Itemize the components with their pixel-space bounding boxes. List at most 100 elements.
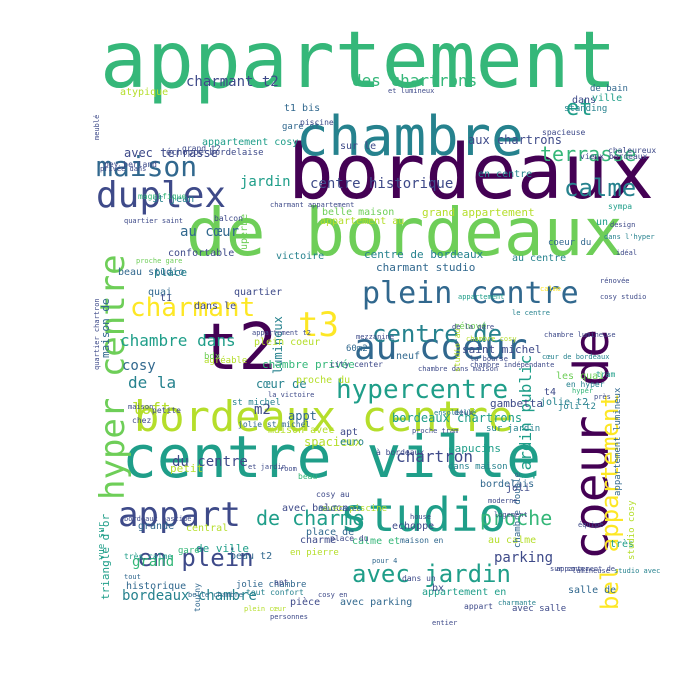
word-cloud-term: chez	[132, 416, 152, 426]
word-cloud-term: confortable	[168, 247, 235, 259]
word-cloud-term: avec terrasse	[124, 146, 218, 161]
word-cloud-term: magnifique	[138, 192, 187, 202]
word-cloud-term: terrasse	[540, 141, 637, 166]
word-cloud-term: cosy au	[316, 490, 350, 500]
word-cloud-term: studio au	[453, 328, 462, 372]
word-cloud-term: deux	[454, 408, 474, 418]
word-cloud-term: appartement en	[422, 586, 507, 598]
word-cloud-term: jolie st michel	[238, 420, 311, 430]
word-cloud-term: grand appartement	[422, 205, 535, 219]
word-cloud-term: chartron	[396, 446, 474, 466]
word-cloud-term: victoire	[276, 250, 325, 262]
word-cloud-term: grande	[138, 520, 175, 532]
word-cloud-term: pour 4	[372, 557, 398, 566]
word-cloud-term: spacieuse	[542, 128, 586, 138]
word-cloud-term: maison en	[400, 536, 444, 546]
word-cloud-term: et jardin	[248, 463, 286, 472]
word-cloud-term: apt	[340, 426, 359, 438]
word-cloud-term: dans un	[402, 574, 436, 584]
word-cloud-term: la bourse	[470, 355, 508, 364]
word-cloud-term: cosy en	[318, 591, 348, 600]
word-cloud-term: beau studio	[118, 266, 185, 278]
word-cloud-term: échoppe bordelaise	[166, 147, 264, 158]
word-cloud-term: salle de	[568, 584, 617, 596]
word-cloud-term: cosy studio	[600, 293, 647, 302]
word-cloud-term: de bain	[590, 83, 628, 94]
word-cloud-term: appartement	[458, 293, 505, 302]
word-cloud-term: grand	[132, 553, 175, 570]
word-cloud-term: plein coeur	[254, 336, 321, 348]
word-cloud-term: jardin	[240, 173, 291, 190]
word-cloud-term: jolie chambre	[236, 579, 307, 590]
word-cloud-term: et	[566, 95, 593, 121]
word-cloud-term: t4	[544, 386, 557, 398]
word-cloud-term: sur jardin	[486, 423, 541, 434]
word-cloud-term: bordeaux chartrons	[392, 411, 523, 426]
word-cloud-term: calme	[540, 285, 562, 294]
word-cloud-term: maison	[128, 403, 154, 412]
word-cloud-term: maison avec	[268, 424, 335, 436]
word-cloud-term: cœur de bordeaux	[542, 353, 610, 362]
word-cloud-term: pièce	[290, 596, 321, 608]
word-cloud-term: house	[410, 513, 432, 522]
word-cloud-term: place	[154, 265, 188, 279]
word-cloud-term: apt	[274, 578, 289, 588]
word-cloud-term: aux chartrons	[468, 133, 562, 148]
word-cloud-term: central	[186, 522, 229, 534]
word-cloud-term: sympa	[608, 202, 633, 212]
word-cloud-term: à bordeaux	[376, 448, 425, 458]
word-cloud-term: quartier chartron	[93, 298, 101, 370]
word-cloud-term: entier	[432, 619, 458, 628]
word-cloud-term: grand t2	[182, 144, 221, 154]
word-cloud-term: quai	[148, 286, 173, 298]
word-cloud-term: charmant t2	[186, 73, 279, 90]
word-cloud-term: dans le	[194, 300, 237, 312]
word-cloud-term: bordeaux chambre	[122, 587, 257, 604]
word-cloud-term: tourny	[193, 583, 202, 612]
word-cloud-term: bordeaux	[288, 126, 655, 216]
word-cloud-term: studio cosy	[627, 500, 637, 560]
word-cloud-term: atypique	[120, 86, 169, 98]
word-cloud-term: spacieux	[304, 435, 362, 450]
word-cloud-term: de ville	[196, 541, 249, 555]
word-cloud-term: coeur du	[548, 237, 592, 248]
word-cloud-term: ensoleillé	[434, 409, 477, 418]
word-cloud-term: jolie t2	[540, 396, 589, 408]
word-cloud-term: de la	[128, 372, 177, 392]
word-cloud-term: en hyper	[566, 380, 605, 390]
word-cloud-term: appartement au	[320, 215, 405, 227]
word-cloud-term: historique	[126, 580, 187, 592]
word-cloud-term: balcon	[214, 214, 243, 224]
word-cloud-term: room	[280, 465, 297, 474]
word-cloud-term: bx	[432, 582, 445, 594]
word-cloud-term: gare st	[282, 121, 320, 132]
word-cloud-term: tout confort	[246, 588, 304, 598]
word-cloud-term: rénové	[454, 321, 487, 332]
word-cloud-term: petit	[170, 461, 204, 475]
word-cloud-term: appartement cosy	[202, 136, 299, 148]
word-cloud-term: le centre	[512, 309, 550, 318]
word-cloud-term: duplex	[96, 175, 227, 217]
word-cloud-term: bordeaux centre	[134, 391, 514, 441]
word-cloud-term: st michel	[232, 397, 281, 408]
word-cloud-term: avec parking	[340, 596, 413, 608]
word-cloud-term: cosy	[122, 357, 156, 374]
word-cloud-term: centre de	[372, 320, 503, 349]
word-cloud-term: en plein	[138, 544, 254, 573]
word-cloud-term: saint michel	[462, 342, 542, 356]
word-cloud-term: chambre indépendante	[470, 361, 555, 370]
word-cloud-term: city center	[330, 360, 383, 370]
word-cloud-term: dans	[572, 94, 597, 106]
word-cloud-term: plein cœur	[244, 605, 287, 614]
word-cloud-term: neuf	[396, 350, 421, 362]
word-cloud-term: moderne	[488, 497, 518, 506]
word-cloud-term: du centre	[172, 453, 248, 470]
word-cloud-term: personnes	[270, 613, 308, 622]
word-cloud-term: la victoire	[268, 391, 315, 400]
word-cloud-term: proche du	[296, 374, 351, 386]
word-cloud-term: neuf avec	[318, 504, 362, 514]
word-cloud-term: chambre dans maison	[418, 365, 499, 374]
word-cloud-term: logement	[494, 511, 528, 520]
word-cloud-term: chambre	[296, 104, 524, 168]
word-cloud-term: en centre	[478, 168, 533, 180]
